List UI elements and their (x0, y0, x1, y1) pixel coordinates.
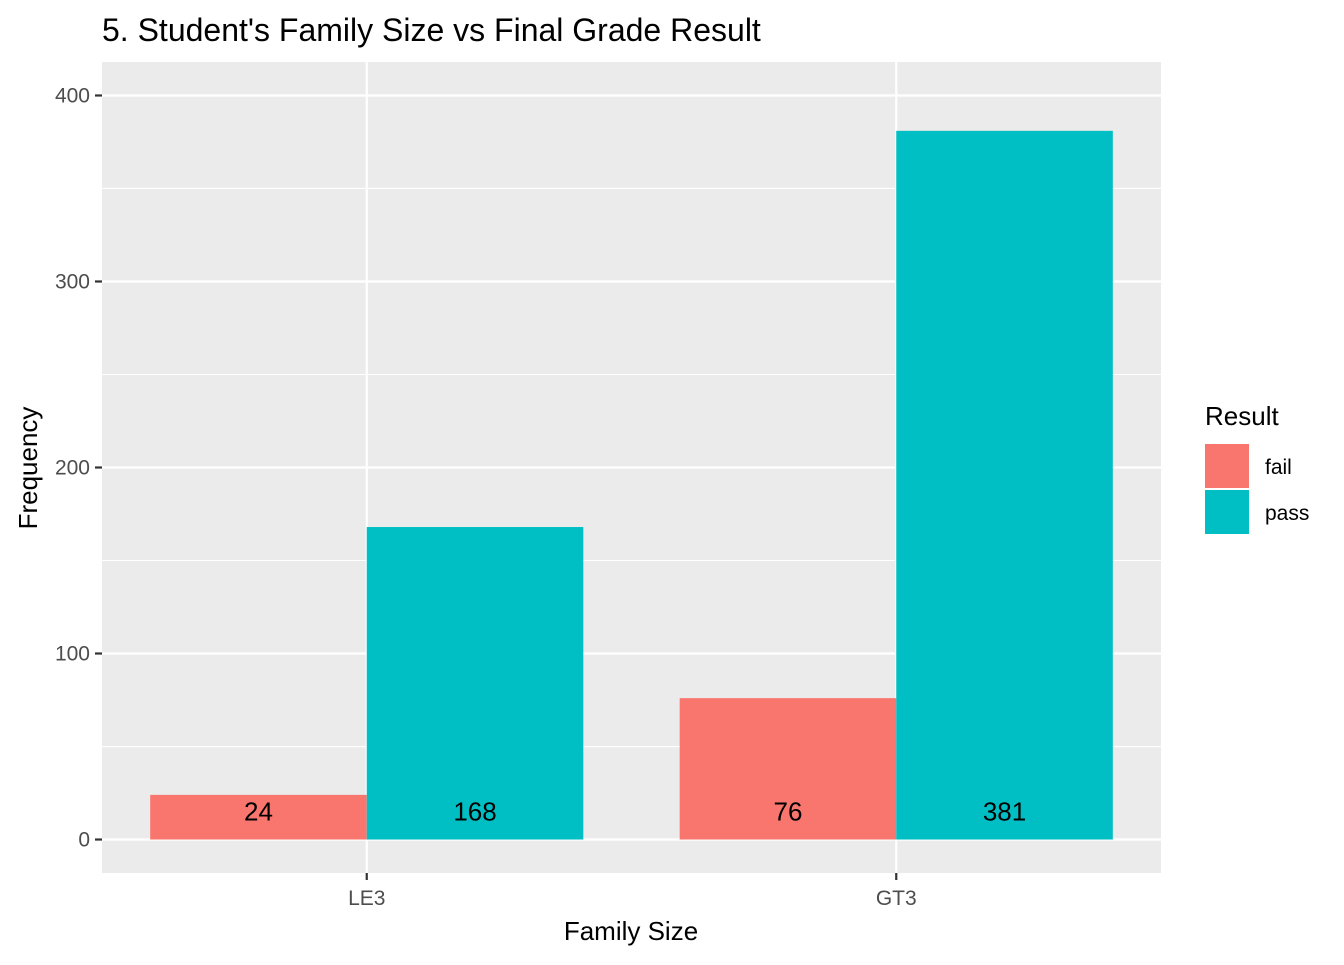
y-tick-label: 0 (78, 829, 90, 852)
data-label: 76 (774, 797, 803, 827)
legend-key-fail (1205, 444, 1249, 488)
y-tick-label: 300 (55, 270, 90, 293)
x-tick-label: GT3 (876, 887, 917, 910)
chart-title: 5. Student's Family Size vs Final Grade … (102, 12, 761, 48)
x-axis-title: Family Size (564, 916, 698, 946)
y-tick-label: 200 (55, 457, 90, 480)
data-label: 168 (453, 797, 496, 827)
y-axis-title: Frequency (13, 407, 43, 530)
legend: Result fail pass (1205, 401, 1309, 534)
y-tick-label: 400 (55, 84, 90, 107)
x-axis: LE3 GT3 (348, 873, 917, 910)
data-label: 381 (983, 797, 1026, 827)
data-labels: 24 76 168 381 (244, 797, 1026, 827)
legend-title: Result (1205, 401, 1279, 431)
bar-fail-LE3 (150, 794, 367, 840)
bar-pass-LE3 (366, 527, 584, 840)
y-tick-label: 100 (55, 643, 90, 666)
data-label: 24 (244, 797, 273, 827)
y-axis: 0 100 200 300 400 (55, 84, 102, 852)
bars (150, 130, 1113, 840)
legend-label: pass (1265, 502, 1309, 525)
legend-key-pass (1205, 490, 1249, 534)
x-tick-label: LE3 (348, 887, 385, 910)
legend-label: fail (1265, 456, 1292, 479)
bar-fail-GT3 (679, 698, 897, 840)
bar-pass-GT3 (896, 130, 1113, 840)
